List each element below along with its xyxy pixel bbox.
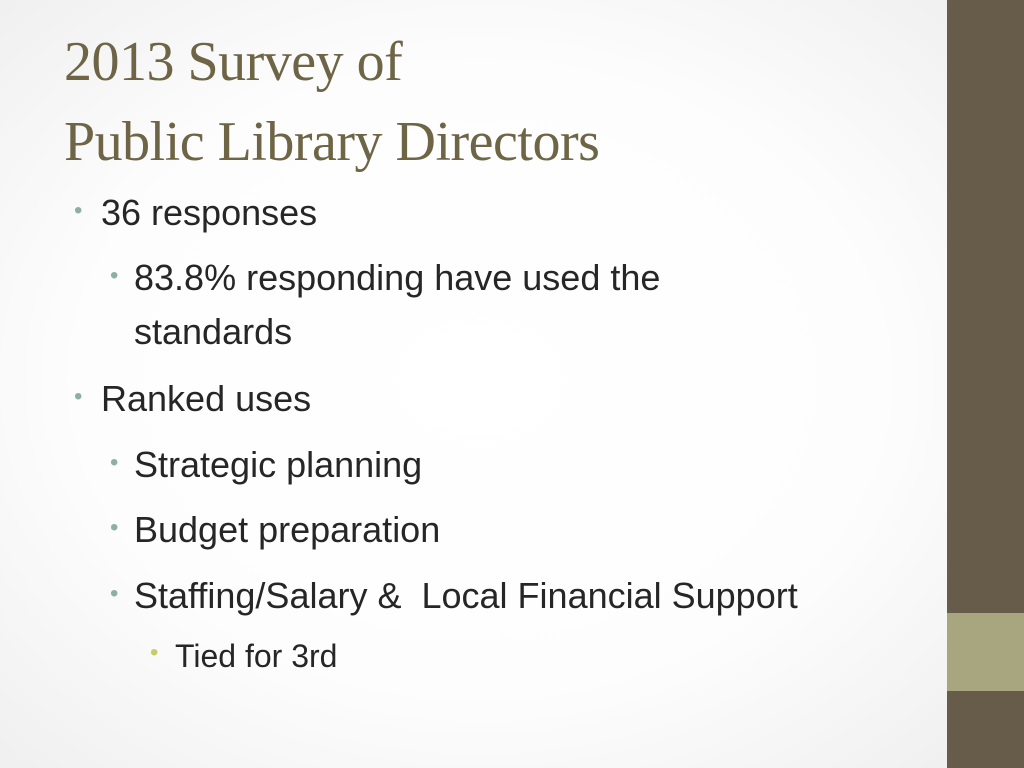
bullet-item-used-standards: • 83.8% responding have used the xyxy=(110,257,661,298)
bullet-item-responses: • 36 responses xyxy=(74,192,318,233)
bullet-dot-icon: • xyxy=(110,514,119,541)
bullet-item-budget-preparation: • Budget preparation xyxy=(110,509,441,550)
bullet-item-tied-third: • Tied for 3rd xyxy=(150,638,338,674)
bullet-list: • 36 responses • 83.8% responding have u… xyxy=(74,192,798,675)
bullet-dot-icon: • xyxy=(110,262,119,289)
bullet-text: Tied for 3rd xyxy=(175,638,338,674)
bullet-item-strategic-planning: • Strategic planning xyxy=(110,444,423,485)
bullet-dot-icon: • xyxy=(74,197,83,224)
bullet-item-used-standards-cont: standards xyxy=(134,312,292,352)
bullet-text-line-2: standards xyxy=(134,311,293,352)
bullet-dot-icon: • xyxy=(74,383,83,410)
bullet-text-line-1: 83.8% responding have used the xyxy=(134,257,661,298)
bullet-dot-icon: • xyxy=(110,580,119,607)
bullet-item-ranked-uses: • Ranked uses xyxy=(74,378,312,419)
bullet-text: 36 responses xyxy=(101,192,318,233)
bullet-text: Budget preparation xyxy=(134,509,441,550)
slide-title: 2013 Survey of Public Library Directors xyxy=(64,22,924,182)
bullet-dot-icon: • xyxy=(110,449,119,476)
title-line-2: Public Library Directors xyxy=(64,111,600,173)
bullet-item-staffing-salary: • Staffing/Salary & Local Financial Supp… xyxy=(110,575,798,616)
bullet-text: Strategic planning xyxy=(134,444,423,485)
title-line-1: 2013 Survey of xyxy=(64,31,403,93)
bullet-dot-icon: • xyxy=(150,639,159,666)
bullet-text: Ranked uses xyxy=(101,378,312,419)
bullet-text: Staffing/Salary & Local Financial Suppor… xyxy=(134,575,798,616)
side-decor-accent xyxy=(947,613,1024,691)
